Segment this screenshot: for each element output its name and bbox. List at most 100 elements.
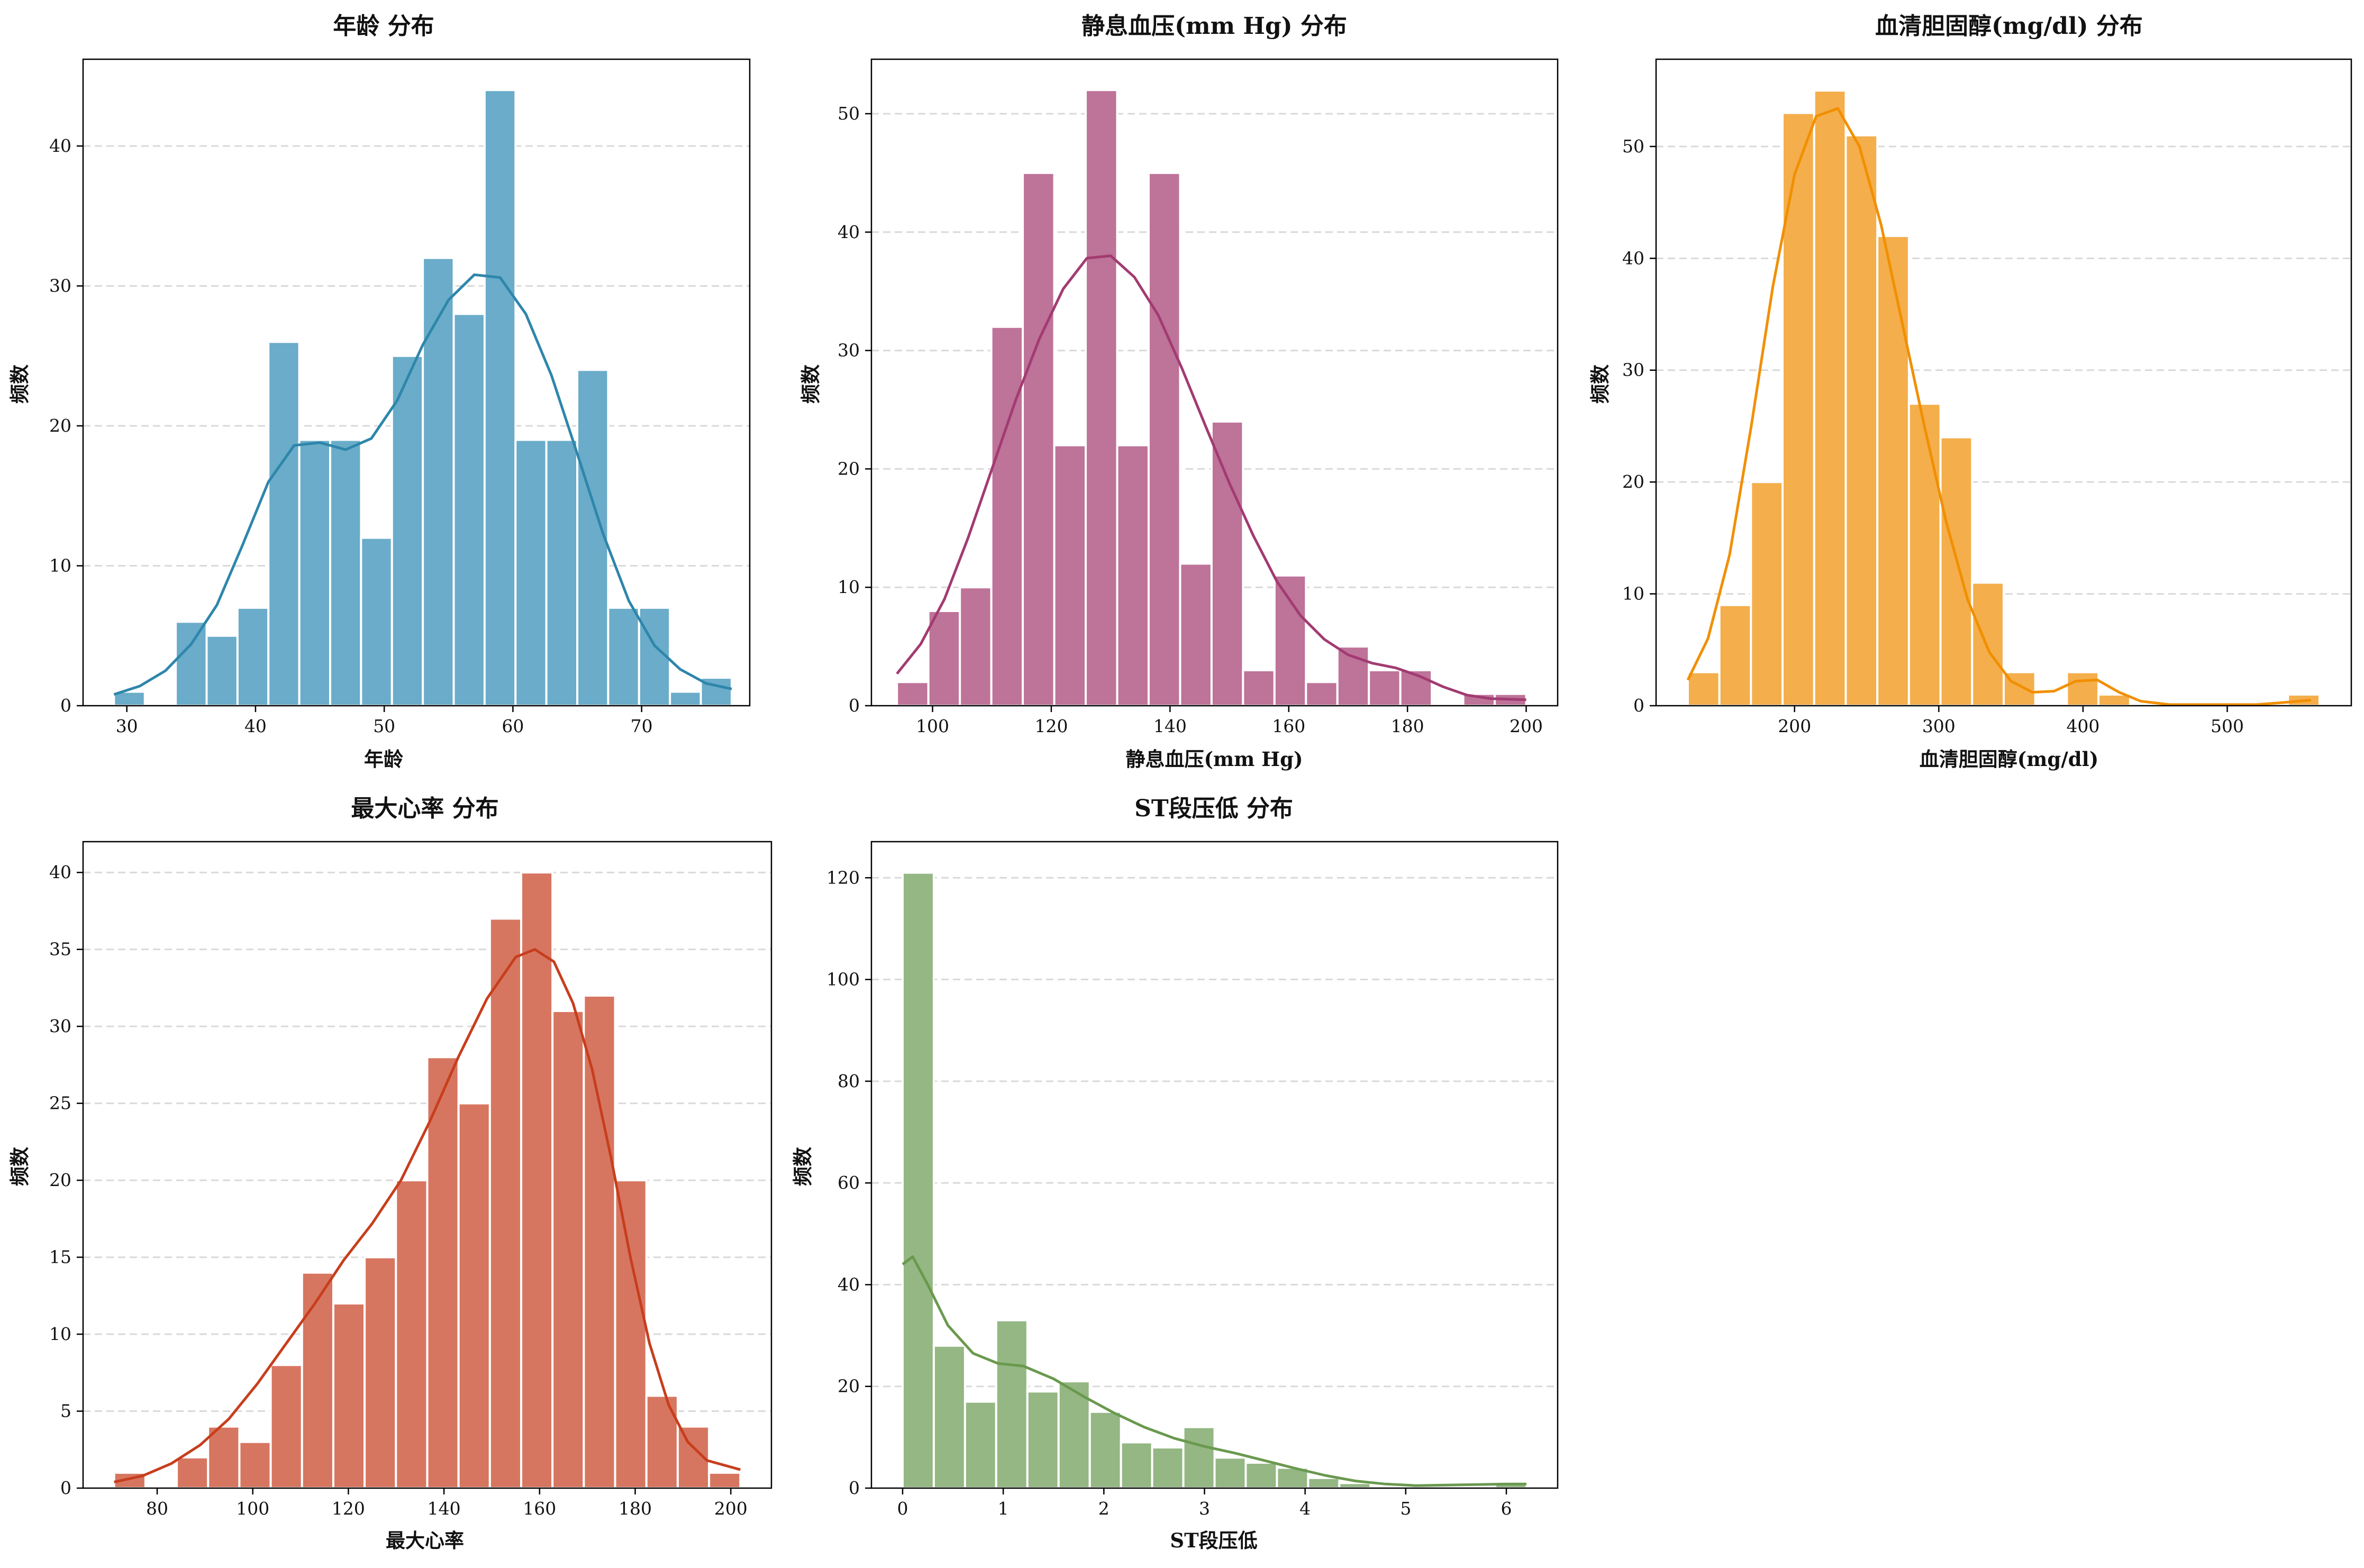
plot-area: 30 40 50 60 70 0 10 20 30 40: [49, 58, 751, 736]
axes-frame: [870, 841, 1559, 1489]
histogram-bar: [959, 586, 993, 707]
x-tick-label: 500: [2211, 716, 2244, 736]
histogram-bar: [614, 1179, 648, 1489]
histogram-bar: [932, 1344, 966, 1490]
histogram-bar: [669, 690, 702, 707]
x-tick-label: 30: [116, 716, 138, 736]
histogram-bar: [1907, 403, 1942, 707]
histogram-bar: [238, 1441, 272, 1490]
histogram-bar: [901, 871, 935, 1489]
x-tick-label: 0: [897, 1498, 908, 1519]
panel-title: 最大心率 分布: [351, 795, 498, 822]
y-tick-label: 35: [49, 939, 71, 960]
y-tick-label: 5: [60, 1401, 71, 1421]
y-tick-label: 30: [49, 1016, 71, 1036]
histogram-bar: [708, 1471, 742, 1490]
histogram-bar: [1307, 1476, 1341, 1489]
y-tick-label: 50: [1622, 136, 1644, 157]
histogram-bar: [483, 89, 517, 707]
histogram-bar: [1242, 669, 1276, 707]
histogram-bar: [963, 1400, 997, 1490]
y-tick-label: 40: [1622, 248, 1644, 268]
histogram-bar: [1813, 89, 1847, 707]
y-tick-label: 0: [60, 695, 71, 716]
histogram-bar: [927, 609, 961, 707]
plot-area: 200 300 400 500 0 10 20 30 40 50: [1622, 58, 2352, 736]
y-tick-label: 10: [1622, 584, 1644, 604]
histogram-bar: [205, 634, 239, 707]
x-tick-label: 400: [2066, 716, 2099, 736]
histogram-bar: [576, 369, 610, 707]
y-tick-label: 100: [826, 969, 860, 990]
histogram-bar: [1244, 1461, 1278, 1490]
x-axis-label: ST段压低: [1170, 1529, 1257, 1552]
histogram-bar: [488, 917, 523, 1489]
y-tick-label: 120: [826, 867, 860, 888]
x-tick-label: 100: [916, 716, 949, 736]
histogram-bar: [1876, 235, 1910, 707]
histogram-bar: [1844, 134, 1879, 707]
y-tick-label: 0: [849, 1478, 860, 1498]
x-tick-label: 120: [1034, 716, 1068, 736]
x-tick-label: 300: [1922, 716, 1956, 736]
kde-curve: [113, 273, 732, 696]
histogram-bar: [1686, 671, 1721, 707]
x-tick-label: 80: [146, 1498, 168, 1519]
cholesterol-histogram-panel: 血清胆固醇(mg/dl) 分布 血清胆固醇(mg/dl) 频数 200 300 40…: [1588, 13, 2352, 771]
y-tick-label: 20: [838, 1376, 860, 1397]
panel-title: 静息血压(mm Hg) 分布: [1081, 13, 1347, 40]
histogram-bar: [990, 325, 1024, 707]
x-tick-label: 50: [373, 716, 395, 736]
x-tick-label: 3: [1199, 1498, 1210, 1519]
axes-frame: [870, 58, 1559, 707]
panel-title: 年龄 分布: [333, 13, 434, 40]
histogram-bar: [1368, 669, 1402, 707]
resting-bp-histogram-panel: 静息血压(mm Hg) 分布 静息血压(mm Hg) 频数 100 120 140 1…: [799, 13, 1559, 771]
panel-title: 血清胆固醇(mg/dl) 分布: [1875, 13, 2143, 40]
histogram-bar: [1305, 681, 1339, 707]
y-tick-label: 15: [49, 1247, 71, 1268]
y-tick-label: 50: [838, 103, 860, 124]
histogram-bar: [1179, 562, 1213, 707]
x-tick-label: 70: [631, 716, 653, 736]
y-tick-label: 30: [1622, 360, 1644, 380]
histogram-bar: [551, 1010, 585, 1489]
x-tick-label: 120: [332, 1498, 365, 1519]
histogram-bar: [1182, 1426, 1216, 1489]
x-tick-label: 60: [502, 716, 524, 736]
histogram-bar: [422, 257, 455, 707]
histogram-bar: [363, 1256, 397, 1490]
y-axis-label: 频数: [791, 1147, 814, 1186]
histogram-bar: [301, 1271, 334, 1490]
x-tick-label: 200: [714, 1498, 748, 1519]
y-tick-label: 80: [838, 1071, 860, 1091]
y-tick-label: 60: [838, 1172, 860, 1193]
y-tick-label: 25: [49, 1093, 71, 1114]
axes-frame: [82, 841, 772, 1489]
histogram-bar: [995, 1319, 1029, 1489]
x-tick-label: 100: [236, 1498, 269, 1519]
y-tick-label: 40: [838, 1274, 860, 1294]
histogram-bar: [267, 341, 301, 707]
histogram-bar: [1781, 112, 1815, 707]
y-tick-label: 20: [838, 458, 860, 479]
y-tick-label: 40: [838, 222, 860, 242]
kde-curve: [1686, 107, 2311, 706]
y-tick-label: 30: [49, 275, 71, 296]
histogram-bar: [207, 1425, 241, 1490]
histogram-bar: [426, 1056, 460, 1490]
max-heart-rate-histogram-panel: 最大心率 分布 最大心率 频数 80 100 120 140 160 180 200 0 5 10…: [8, 795, 772, 1552]
histogram-bar: [1213, 1456, 1247, 1490]
histogram-bar: [1939, 436, 1974, 707]
histogram-bar: [1116, 444, 1150, 707]
y-tick-label: 10: [49, 1324, 71, 1344]
x-tick-label: 200: [1778, 716, 1811, 736]
y-tick-label: 20: [49, 1170, 71, 1190]
y-axis-label: 频数: [8, 364, 31, 404]
y-tick-label: 0: [1633, 695, 1644, 716]
histogram-bar: [514, 439, 548, 707]
histogram-bar: [520, 871, 554, 1489]
y-tick-label: 30: [838, 340, 860, 361]
